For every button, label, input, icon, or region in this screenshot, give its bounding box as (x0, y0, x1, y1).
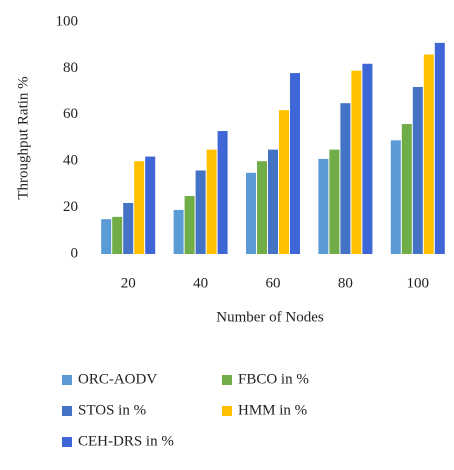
x-tick-label: 100 (407, 275, 430, 291)
bar (329, 149, 340, 254)
y-tick-label: 20 (63, 199, 78, 215)
legend-swatch (62, 375, 72, 385)
x-tick-label: 40 (193, 275, 208, 291)
bar (434, 42, 445, 254)
bar (412, 86, 423, 255)
y-tick-label: 80 (63, 60, 78, 76)
x-tick-label: 60 (266, 275, 281, 291)
x-tick-label: 20 (121, 275, 136, 291)
y-tick-label: 100 (56, 13, 79, 29)
bar (279, 110, 289, 254)
bar (101, 219, 112, 254)
legend-label: CEH-DRS in % (78, 433, 174, 449)
bar (423, 54, 434, 255)
x-axis-label: Number of Nodes (216, 309, 324, 325)
bar (318, 158, 329, 254)
bar (184, 196, 195, 254)
bar (145, 156, 156, 254)
bar (390, 140, 401, 254)
bar (401, 124, 412, 254)
bar (246, 172, 256, 254)
bar (123, 202, 134, 254)
bar (351, 70, 362, 254)
bar (257, 161, 267, 254)
bar (362, 63, 373, 255)
legend-label: HMM in % (238, 402, 307, 418)
y-tick-label: 40 (63, 153, 78, 169)
bar (268, 149, 278, 254)
x-tick-label: 80 (338, 275, 353, 291)
legend-swatch (222, 375, 232, 385)
bar (112, 216, 123, 254)
bar (134, 161, 145, 254)
legend-label: FBCO in % (238, 371, 309, 387)
legend-swatch (62, 406, 72, 416)
bar (195, 170, 206, 254)
y-tick-label: 0 (71, 245, 79, 261)
legend-swatch (222, 406, 232, 416)
bar (206, 149, 217, 254)
bar (290, 73, 300, 254)
bar (173, 209, 184, 254)
bar (217, 131, 228, 254)
legend-swatch (62, 437, 72, 447)
legend-label: ORC-AODV (78, 371, 157, 387)
bar (340, 103, 351, 254)
y-tick-label: 60 (63, 106, 78, 122)
legend-label: STOS in % (78, 402, 146, 418)
y-axis-label: Throughput Ratin % (15, 76, 31, 199)
